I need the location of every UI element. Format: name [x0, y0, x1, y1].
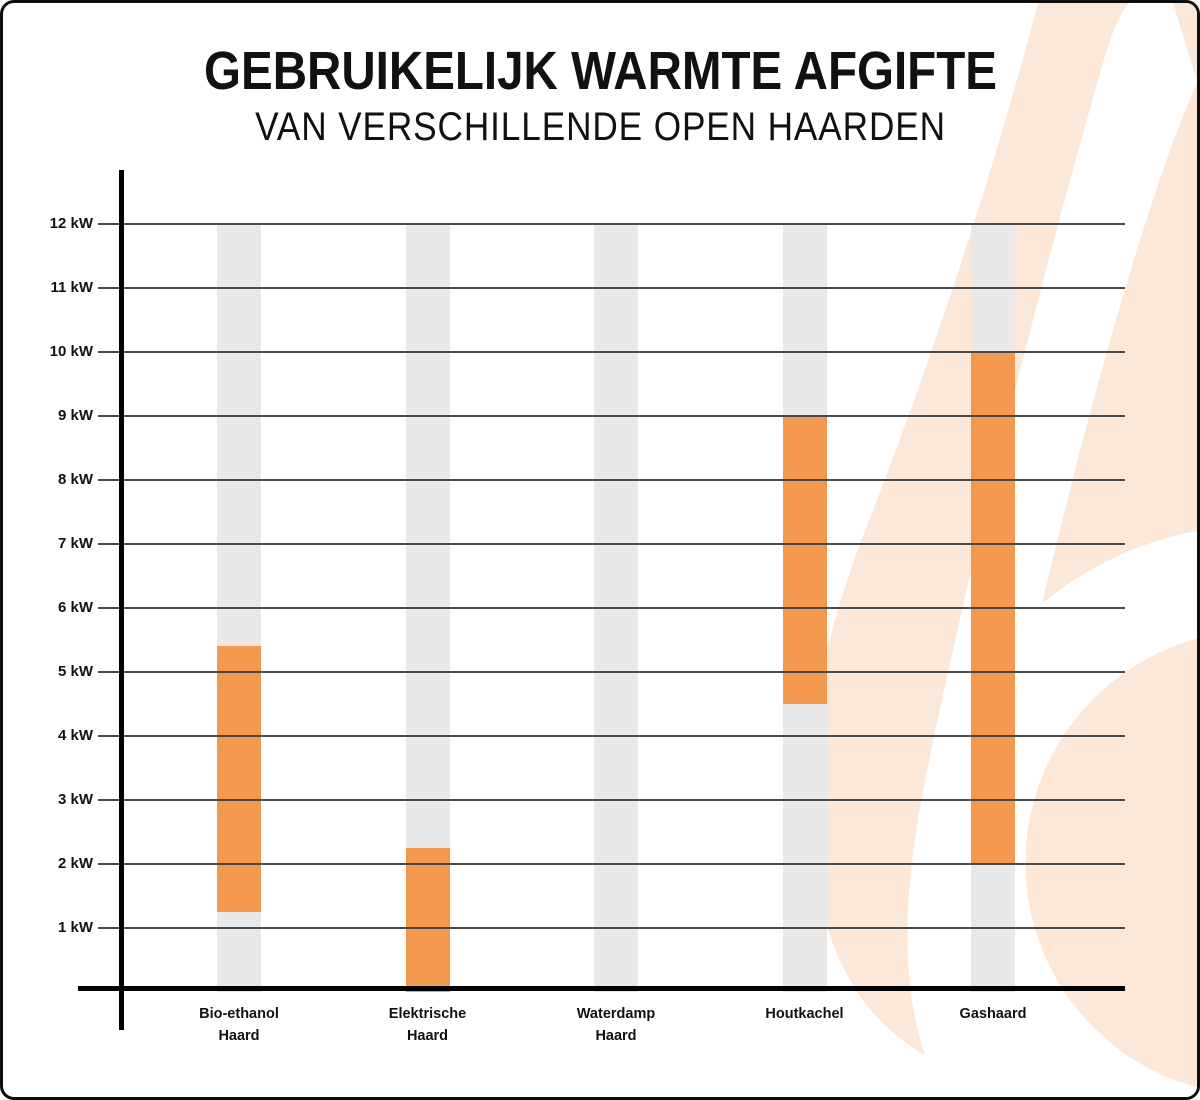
category-label: Waterdamp Haard	[516, 1003, 716, 1047]
x-axis-line	[78, 986, 1125, 991]
page-subtitle: VAN VERSCHILLENDE OPEN HAARDEN	[254, 104, 946, 149]
grid-line	[98, 415, 1125, 417]
category-label: Elektrische Haard	[328, 1003, 528, 1047]
grid-line	[98, 927, 1125, 929]
grid-line	[98, 223, 1125, 225]
grid-line	[98, 607, 1125, 609]
y-tick-label: 11 kW	[50, 279, 93, 296]
category-label-line: Houtkachel	[765, 1006, 844, 1022]
y-tick-label: 6 kW	[57, 599, 93, 616]
grid-line	[98, 287, 1125, 289]
grid-line	[98, 735, 1125, 737]
y-tick-label: 7 kW	[57, 535, 93, 552]
y-tick-label: 1 kW	[57, 919, 93, 936]
y-tick-label: 3 kW	[57, 791, 93, 808]
category-label-line: Haard	[218, 1028, 260, 1044]
range-bar-chart: 1 kW 2 kW 3 kW 4 kW 5 kW 6 kW 7 kW 8 kW 9 kW 10 k…	[3, 3, 1197, 1097]
y-tick-label: 9 kW	[57, 407, 93, 424]
category-label-line: Haard	[595, 1028, 637, 1044]
page-title: GEBRUIKELIJK WARMTE AFGIFTE	[203, 41, 997, 101]
category-label-line: Elektrische	[388, 1006, 467, 1022]
bar-range	[405, 848, 450, 992]
grid-line	[98, 351, 1125, 353]
category-label-line: Haard	[406, 1028, 449, 1044]
y-axis-line	[119, 170, 124, 1030]
category-label-line: Waterdamp	[576, 1006, 656, 1022]
category-label-line: Gashaard	[959, 1006, 1027, 1022]
y-tick-label: 8 kW	[57, 471, 93, 488]
grid-line	[98, 479, 1125, 481]
category-label: Houtkachel	[705, 1003, 905, 1025]
grid-line	[98, 799, 1125, 801]
y-tick-label: 12 kW	[49, 215, 93, 232]
y-tick-label: 2 kW	[57, 855, 93, 872]
category-label: Bio-ethanol Haard	[139, 1003, 339, 1047]
grid-line	[98, 543, 1125, 545]
grid-line	[98, 671, 1125, 673]
grid-line	[98, 863, 1125, 865]
category-label-line: Bio-ethanol	[199, 1006, 279, 1022]
bar-range	[782, 416, 827, 704]
y-tick-label: 10 kW	[49, 343, 93, 360]
header: GEBRUIKELIJK WARMTE AFGIFTE VAN VERSCHIL…	[3, 43, 1197, 148]
category-label: Gashaard	[893, 1003, 1093, 1025]
y-tick-label: 5 kW	[57, 663, 93, 680]
bar-range	[217, 646, 261, 912]
y-tick-label: 4 kW	[57, 727, 93, 744]
